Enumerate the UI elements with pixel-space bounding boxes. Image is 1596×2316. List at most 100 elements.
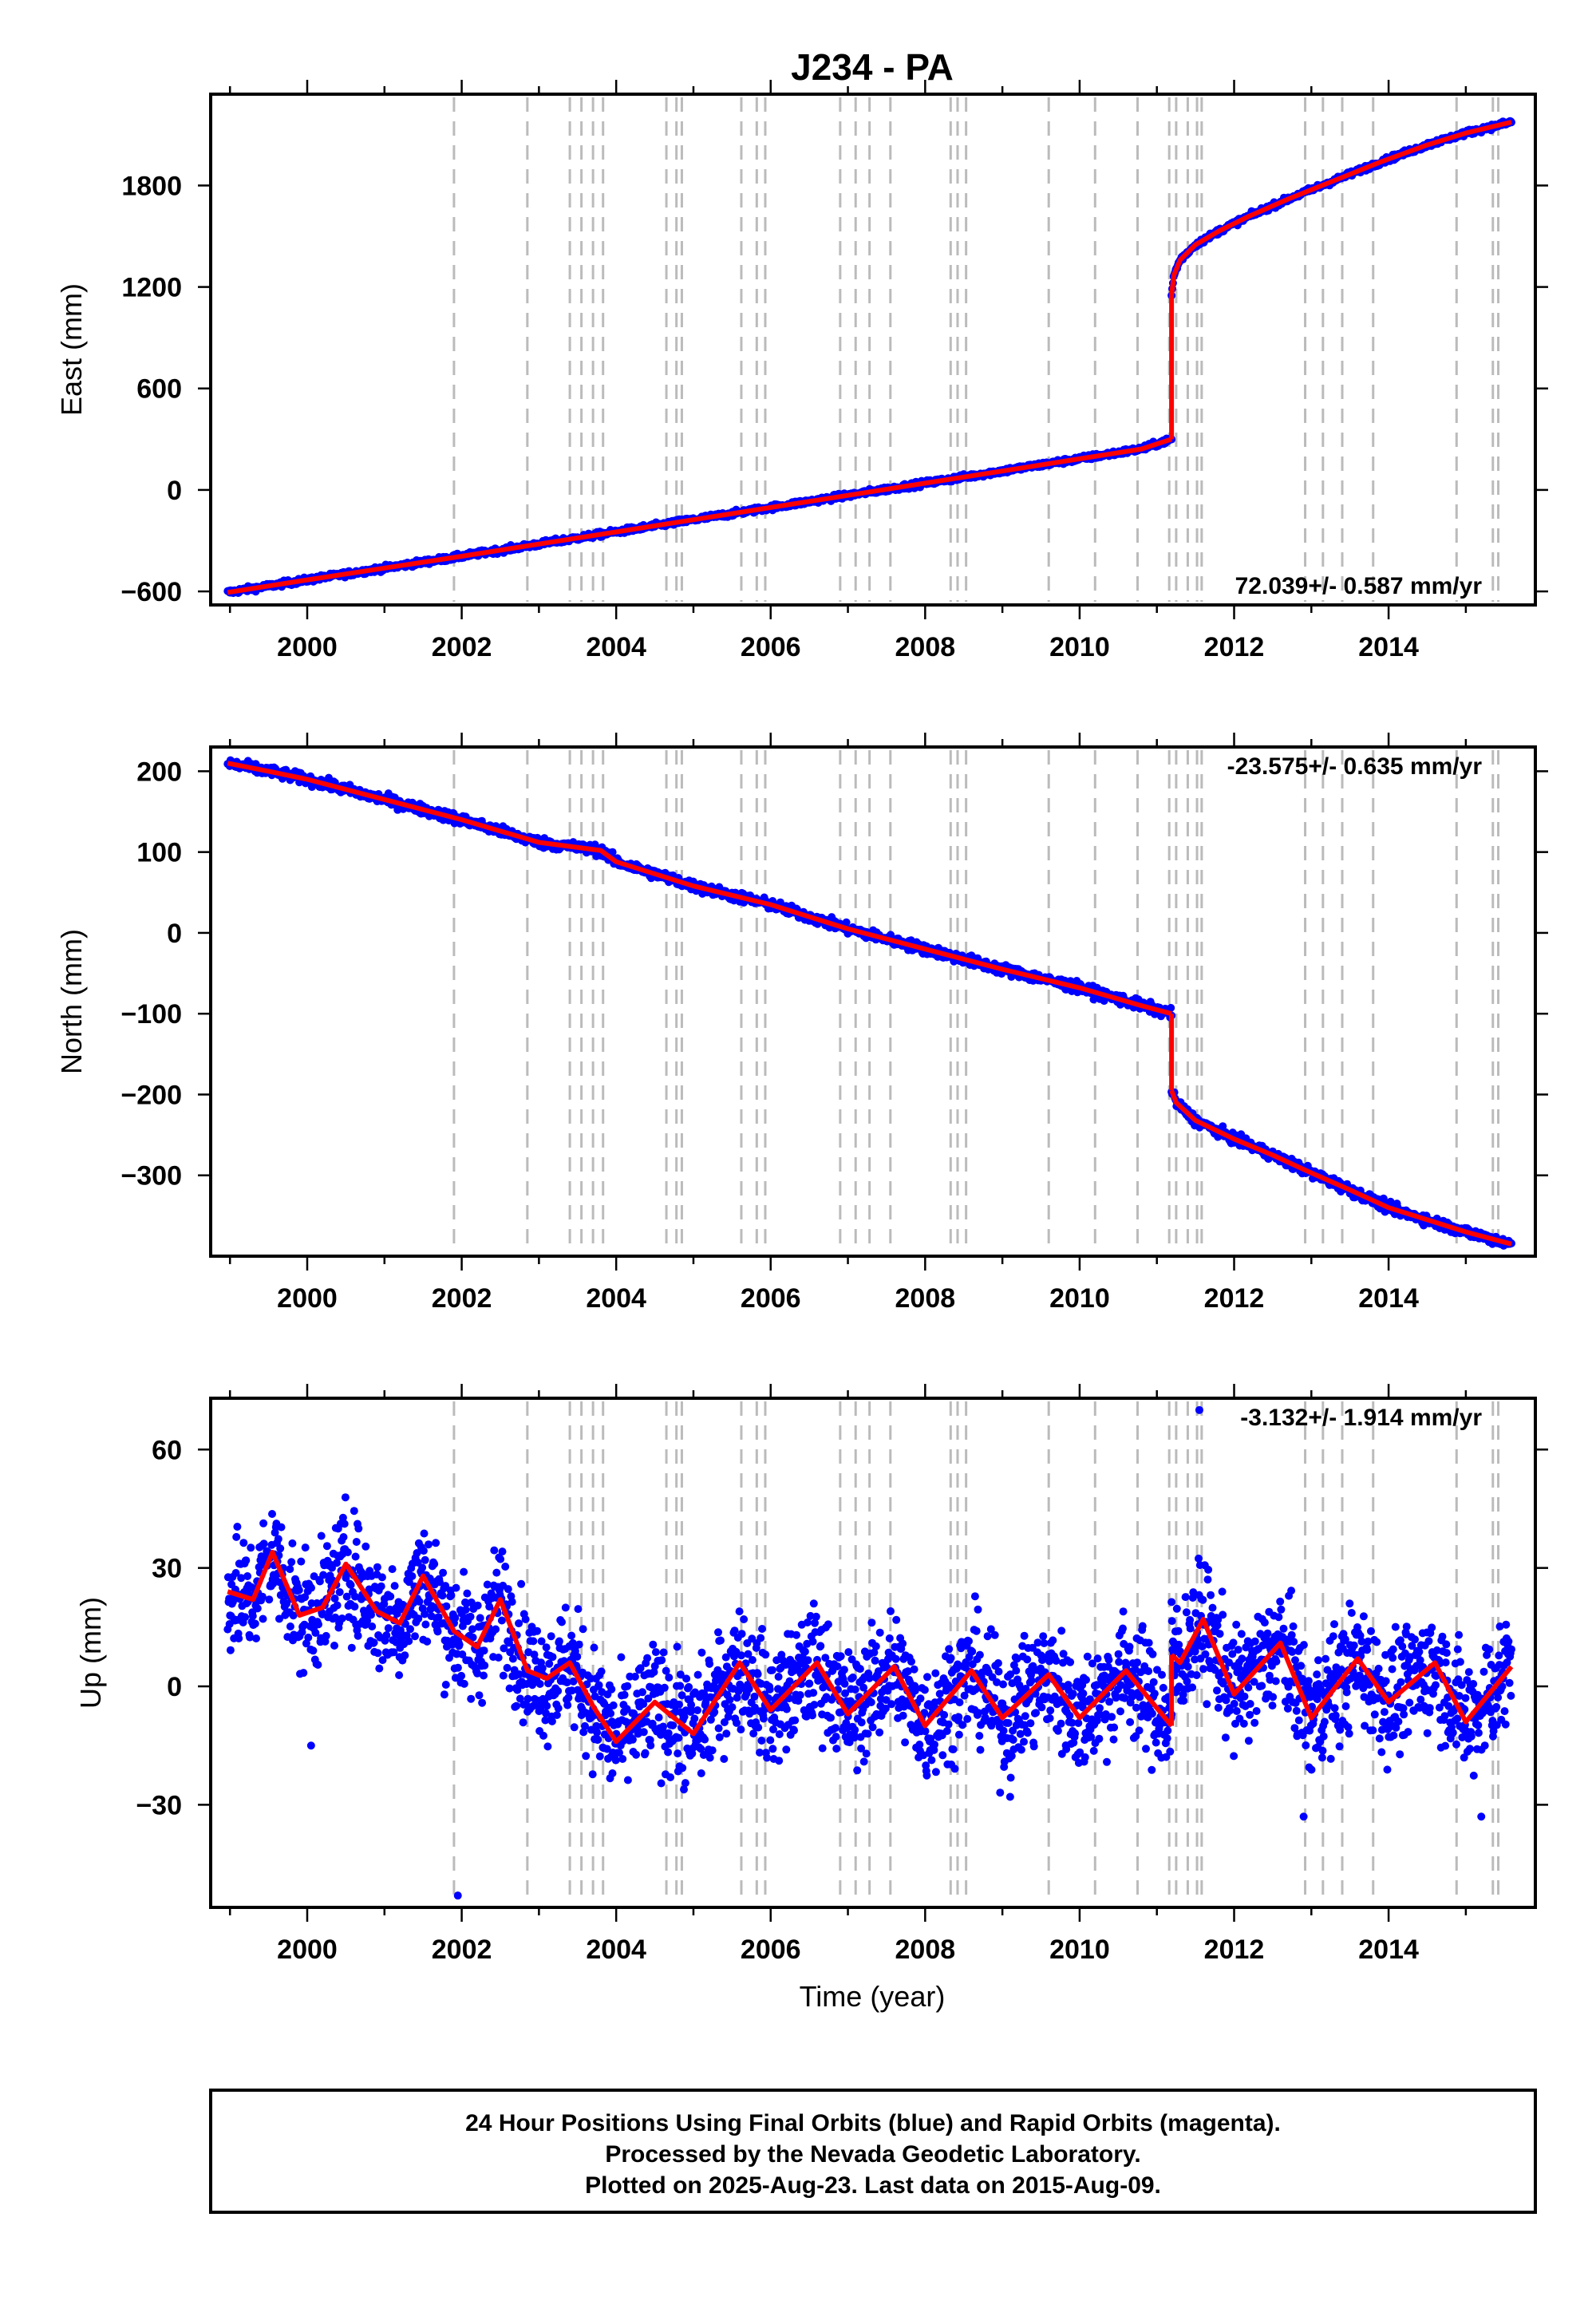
up-data-point [251,1619,259,1628]
up-data-point [294,1586,303,1595]
east-frame [209,93,1537,607]
north-data-point [1219,1122,1227,1131]
up-data-point [232,1532,241,1541]
up-data-point [543,1742,552,1751]
up-data-point [555,1637,563,1646]
up-data-point [733,1718,741,1727]
up-data-point [439,1568,448,1577]
up-data-point [421,1620,430,1629]
up-data-point [314,1661,322,1669]
up-data-point [508,1598,516,1607]
up-data-point [494,1654,503,1662]
up-data-point [330,1642,338,1650]
up-data-point [497,1616,506,1625]
up-data-point [438,1591,447,1600]
up-data-point [304,1633,313,1642]
up-data-point [508,1654,517,1663]
up-data-point [714,1724,723,1733]
up-data-point [419,1547,428,1555]
up-data-point [457,1671,466,1680]
up-data-point [268,1510,276,1518]
up-data-point [675,1700,683,1709]
north-data-point [842,918,851,927]
up-data-point [463,1589,472,1598]
up-data-point [252,1634,260,1642]
up-data-point [547,1632,555,1641]
up-data-point [460,1567,468,1576]
up-data-point [548,1653,557,1662]
up-data-point [455,1640,464,1649]
up-data-point [496,1555,505,1563]
up-data-point [335,1588,344,1596]
up-data-point [425,1540,433,1549]
up-data-point [475,1691,484,1700]
up-data-point [243,1572,252,1580]
up-data-point [259,1539,268,1548]
up-data-point [623,1682,632,1690]
up-data-point [373,1563,381,1571]
up-data-point [390,1582,399,1591]
up-data-point [643,1654,652,1662]
up-data-point [570,1723,579,1732]
up-data-point [606,1709,615,1717]
up-data-point [441,1681,450,1689]
up-data-point [340,1520,349,1528]
up-data-point [567,1631,576,1640]
up-data-point [517,1579,526,1588]
up-data-point [309,1646,318,1655]
up-data-point [239,1539,248,1547]
up-data-point [286,1565,294,1574]
up-data-point [480,1671,488,1680]
up-data-point [504,1585,512,1594]
up-data-point [554,1686,563,1695]
up-data-point [418,1563,427,1572]
up-data-point [451,1614,460,1622]
up-data-point [552,1711,561,1719]
up-data-point [617,1653,626,1662]
east-x-tick-label: 2010 [1049,632,1110,662]
up-data-point [563,1701,572,1709]
up-data-point [476,1614,484,1622]
up-data-point [554,1704,563,1713]
up-data-point [408,1572,417,1580]
up-data-point [714,1628,722,1637]
up-data-point [423,1637,432,1646]
up-data-point [322,1631,330,1640]
up-data-point [658,1656,666,1665]
up-data-point [501,1563,510,1571]
up-data-point [682,1674,691,1683]
up-data-point [265,1595,274,1604]
up-data-point [235,1634,243,1642]
north-y-tick-label: −300 [120,1161,182,1192]
up-data-point [432,1539,440,1547]
up-data-point [639,1728,648,1737]
east-x-tick-label: 2004 [586,632,646,662]
up-data-point [354,1631,362,1640]
up-data-point [708,1746,717,1755]
up-data-point [467,1694,476,1703]
chart-title: J234 - PA [791,46,954,88]
north-x-tick-label: 2010 [1049,1283,1110,1314]
up-data-point [382,1631,391,1639]
up-data-point [649,1640,658,1649]
up-data-point [720,1755,729,1763]
up-data-point [737,1725,745,1734]
up-data-point [523,1694,532,1703]
up-data-point [317,1531,326,1540]
north-x-tick-label: 2006 [741,1283,801,1314]
up-data-point [333,1601,342,1610]
up-data-point [354,1524,363,1533]
up-data-point [575,1640,583,1649]
up-data-point [411,1632,419,1641]
up-data-point [754,1723,763,1732]
up-data-point [611,1756,620,1765]
up-data-point [690,1714,699,1723]
up-data-point [651,1648,660,1657]
up-data-point [673,1642,681,1651]
up-data-point [588,1770,597,1779]
up-data-point [529,1637,538,1646]
up-data-point [697,1769,705,1777]
panels: 2000 2002 2004 2006 2008 2010 2012 2014−6000600… [55,80,1548,1965]
up-data-point [286,1622,294,1630]
